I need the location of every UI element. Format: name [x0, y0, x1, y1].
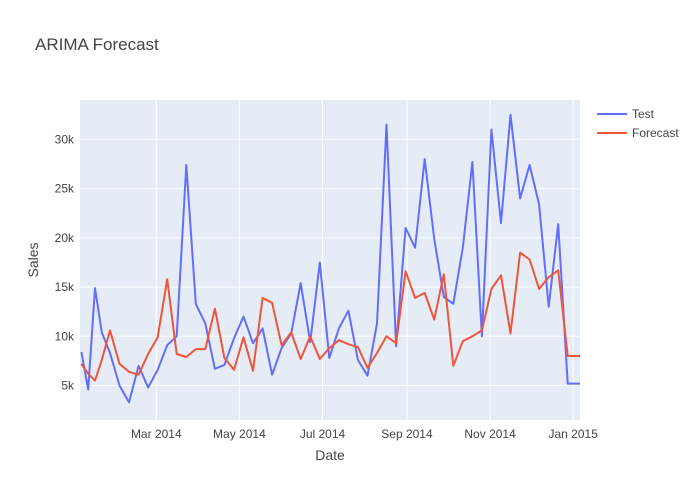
y-tick-labels: 5k 10k 15k 20k 25k 30k: [55, 132, 75, 392]
x-axis-title: Date: [315, 447, 345, 463]
x-tick-label: Mar 2014: [131, 427, 182, 441]
y-tick-label: 15k: [55, 280, 75, 294]
chart-title: ARIMA Forecast: [35, 35, 159, 54]
x-tick-label: Nov 2014: [464, 427, 516, 441]
y-tick-label: 30k: [55, 132, 75, 146]
x-tick-label: Jan 2015: [548, 427, 598, 441]
x-tick-label: Jul 2014: [300, 427, 346, 441]
series-line-test[interactable]: [80, 113, 580, 404]
y-tick-label: 5k: [61, 379, 75, 393]
y-gridlines: [80, 138, 580, 387]
x-tick-labels: Mar 2014 May 2014 Jul 2014 Sep 2014 Nov 2014…: [131, 427, 598, 441]
x-tick-label: Sep 2014: [381, 427, 433, 441]
y-axis-title: Sales: [25, 242, 41, 277]
legend-label-forecast: Forecast: [632, 126, 679, 140]
y-tick-label: 25k: [55, 182, 75, 196]
series-line-forecast[interactable]: [80, 251, 580, 382]
series-layer: [80, 113, 580, 404]
plot-area: [80, 100, 580, 420]
legend-item-test[interactable]: Test: [597, 107, 655, 121]
legend-item-forecast[interactable]: Forecast: [597, 126, 679, 140]
y-tick-label: 10k: [55, 329, 75, 343]
legend-label-test: Test: [632, 107, 655, 121]
legend: Test Forecast: [597, 107, 679, 140]
x-tick-label: May 2014: [213, 427, 266, 441]
y-tick-label: 20k: [55, 231, 75, 245]
